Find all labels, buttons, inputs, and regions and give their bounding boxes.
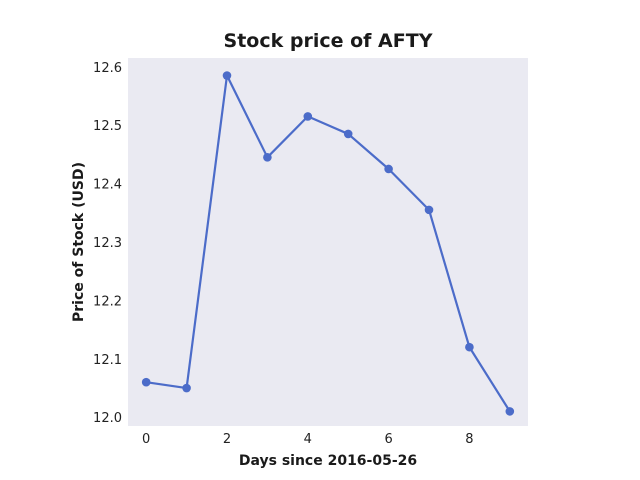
y-axis-label: Price of Stock (USD) — [71, 162, 87, 322]
y-tick-label: 12.1 — [93, 353, 122, 368]
series-line — [146, 74, 511, 412]
x-axis-ticks: 0 2 4 6 8 — [142, 432, 474, 447]
data-point — [141, 377, 151, 387]
x-tick-label: 6 — [384, 432, 392, 447]
data-point — [222, 71, 232, 80]
y-tick-label: 12.4 — [93, 178, 122, 193]
y-tick-label: 12.3 — [93, 236, 122, 251]
data-point — [384, 164, 393, 174]
series-group — [141, 71, 515, 416]
x-tick-label: 2 — [223, 432, 231, 447]
y-tick-label: 12.2 — [93, 294, 122, 309]
y-tick-label: 12.5 — [93, 119, 122, 134]
data-point — [182, 383, 191, 393]
x-tick-label: 0 — [142, 432, 150, 447]
x-tick-label: 8 — [465, 432, 473, 447]
data-point — [263, 153, 272, 162]
chart-title: Stock price of AFTY — [224, 30, 433, 52]
plot-area — [128, 58, 528, 426]
data-point — [303, 112, 313, 121]
data-point — [465, 342, 474, 352]
x-tick-label: 4 — [304, 432, 312, 447]
data-point — [424, 205, 434, 215]
y-tick-label: 12.0 — [93, 411, 122, 426]
data-point — [505, 407, 515, 416]
y-tick-label: 12.6 — [93, 61, 122, 76]
x-axis-label: Days since 2016-05-26 — [239, 453, 417, 469]
data-point — [343, 129, 353, 139]
y-axis-ticks: 12.0 12.1 12.2 12.3 12.4 12.5 12.6 — [93, 61, 122, 426]
